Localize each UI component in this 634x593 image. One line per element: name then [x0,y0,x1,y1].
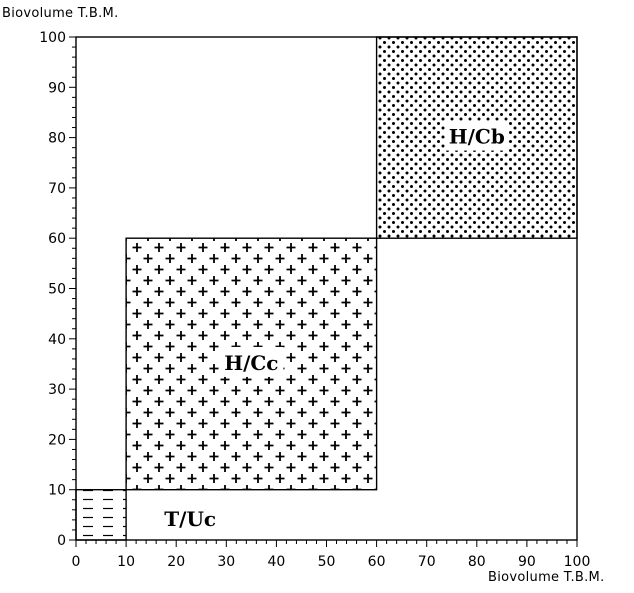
x-tick-label: 80 [468,554,486,570]
x-tick-label: 50 [318,554,336,570]
x-tick-label: 70 [418,554,436,570]
zone-label-h-cb: H/Cb [449,125,505,149]
x-tick-label: 90 [518,554,536,570]
zone-label-bg [219,346,284,377]
x-tick-label: 20 [167,554,185,570]
y-tick-label: 40 [48,332,66,348]
x-tick-label: 0 [72,554,81,570]
y-tick-label: 30 [48,382,66,398]
y-tick-label: 90 [48,80,66,96]
zone-corner [75,489,127,541]
x-axis-label: Biovolume T.B.M. [488,570,605,585]
x-tick-label: 100 [564,554,591,570]
x-tick-label: 40 [267,554,285,570]
y-tick-label: 60 [48,231,66,247]
y-tick-label: 80 [48,131,66,147]
y-tick-label: 50 [48,282,66,298]
y-axis-label: Biovolume T.B.M. [2,6,119,21]
y-tick-label: 70 [48,181,66,197]
x-tick-label: 10 [117,554,135,570]
y-tick-label: 20 [48,432,66,448]
zone-label-h-cc: H/Cc [224,351,278,375]
zone-label-bg [444,120,509,151]
x-tick-label: 30 [217,554,235,570]
y-tick-label: 0 [57,533,66,549]
y-tick-label: 100 [39,30,66,46]
x-tick-label: 60 [368,554,386,570]
annotation-label: T/Uc [164,507,216,531]
y-tick-label: 10 [48,483,66,499]
